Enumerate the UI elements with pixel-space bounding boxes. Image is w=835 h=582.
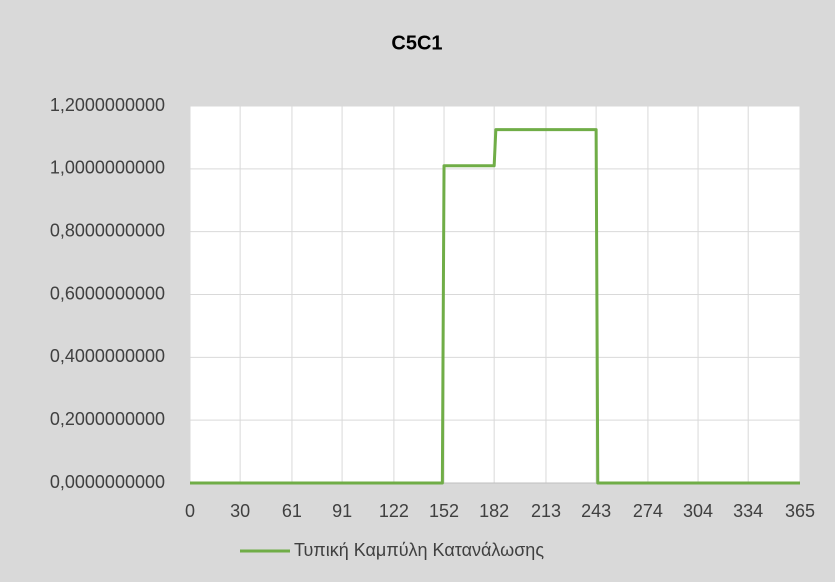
x-tick-label: 91 — [332, 501, 352, 521]
x-tick-label: 274 — [633, 501, 663, 521]
x-tick-label: 0 — [185, 501, 195, 521]
x-tick-label: 152 — [429, 501, 459, 521]
y-tick-label: 0,8000000000 — [50, 220, 165, 240]
x-tick-label: 213 — [531, 501, 561, 521]
x-tick-label: 182 — [479, 501, 509, 521]
data-line — [190, 128, 800, 485]
y-tick-label: 0,4000000000 — [50, 346, 165, 366]
x-tick-label: 61 — [282, 501, 302, 521]
x-tick-label: 30 — [230, 501, 250, 521]
chart-title: C5C1 — [391, 32, 442, 54]
x-tick-label: 304 — [683, 501, 713, 521]
legend-label: Τυπική Καμπύλη Κατανάλωσης — [294, 540, 544, 560]
y-tick-label: 1,0000000000 — [50, 158, 165, 178]
y-tick-label: 0,2000000000 — [50, 409, 165, 429]
x-tick-label: 365 — [785, 501, 815, 521]
y-tick-label: 1,2000000000 — [50, 95, 165, 115]
x-tick-label: 243 — [581, 501, 611, 521]
y-tick-label: 0,6000000000 — [50, 283, 165, 303]
x-tick-label: 122 — [379, 501, 409, 521]
x-tick-label: 334 — [733, 501, 763, 521]
y-tick-label: 0,0000000000 — [50, 472, 165, 492]
